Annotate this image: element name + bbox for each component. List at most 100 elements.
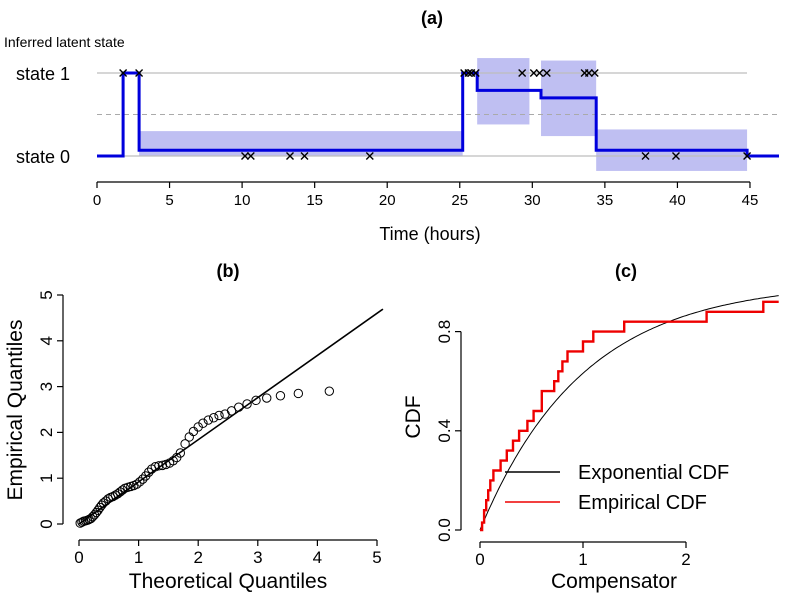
event-marker-state1-3-stroke2 [464, 69, 473, 77]
event-marker-state0-5-stroke2 [641, 152, 650, 160]
event-marker-state1-11-stroke2 [584, 69, 593, 77]
event-marker-state1-5 [471, 69, 480, 77]
event-marker-state0-7-stroke2 [743, 152, 752, 160]
event-marker-state0-0-stroke2 [241, 152, 250, 160]
qq-point-44 [198, 418, 208, 428]
state-path [97, 71, 779, 158]
qq-point-42 [188, 426, 199, 437]
qq-points [75, 386, 335, 528]
event-marker-state1-3 [464, 69, 473, 77]
qq-point-41 [184, 432, 194, 442]
y-tick-label-2: 2 [37, 428, 56, 437]
x-tick-label-0: 0 [475, 550, 484, 569]
x-tick-label-3: 3 [253, 548, 262, 567]
qq-point-56 [324, 386, 335, 396]
event-marker-state1-0-stroke2 [119, 69, 128, 77]
event-marker-state0-6-stroke2 [671, 152, 680, 160]
event-marker-state1-7-stroke2 [529, 69, 538, 77]
x-tick-label-10: 10 [234, 192, 251, 209]
x-tick-label-15: 15 [306, 192, 323, 209]
event-marker-state1-6 [518, 69, 527, 77]
event-marker-state1-9 [542, 69, 551, 77]
panel-b: (b) 0 1 2 3 4 5 0 1 2 3 4 5 Theoretical Quantiles E… [4, 261, 384, 593]
panel-c-title: (c) [615, 261, 637, 281]
qq-point-55 [293, 388, 304, 399]
event-markers [119, 69, 752, 160]
x-axis-label: Compensator [551, 570, 677, 593]
qq-point-48 [220, 409, 230, 419]
qq-point-37 [168, 456, 178, 466]
x-axis-label: Time (hours) [379, 224, 480, 244]
event-marker-state1-1-stroke2 [135, 69, 144, 77]
legend-label-exponential: Exponential CDF [578, 462, 729, 484]
panel-c: (c) 0 1 2 0.0 0.4 0.8 Exponential CDF Empiric… [402, 261, 779, 593]
panel-a-subtitle: Inferred latent state [4, 34, 125, 50]
event-marker-state0-4 [365, 152, 374, 160]
y-tick-label-3: 3 [37, 382, 56, 391]
event-marker-state1-11 [584, 69, 593, 77]
y-axis-label: Empirical Quantiles [4, 320, 27, 501]
x-tick-label-20: 20 [379, 192, 396, 209]
qq-point-52 [251, 395, 261, 406]
qq-point-50 [234, 402, 244, 412]
state-gridlines [97, 72, 779, 157]
event-marker-state0-3 [300, 152, 309, 160]
x-tick-label-0: 0 [74, 548, 83, 567]
x-tick-label-40: 40 [669, 192, 686, 209]
event-marker-state1-12 [590, 69, 599, 77]
event-marker-state1-8-stroke2 [535, 69, 544, 77]
event-marker-state0-7 [743, 152, 752, 160]
qq-point-45 [203, 415, 214, 425]
event-marker-state0-2 [285, 152, 294, 160]
x-tick-label-5: 5 [165, 192, 173, 209]
qq-point-14 [101, 496, 111, 506]
panel-b-title: (b) [217, 261, 240, 281]
qq-point-10 [93, 505, 103, 515]
event-marker-state0-2-stroke2 [285, 152, 294, 160]
exponential-cdf-line [479, 295, 779, 531]
cdf-axes: 0 1 2 0.0 0.4 0.8 [435, 320, 691, 569]
x-tick-label-1: 1 [134, 548, 143, 567]
y-tick-label-1: 0.4 [435, 419, 454, 443]
event-marker-state1-0 [119, 69, 128, 77]
event-marker-state1-9-stroke2 [542, 69, 551, 77]
event-marker-state0-6 [671, 152, 680, 160]
event-marker-state0-0 [241, 152, 250, 160]
legend: Exponential CDF Empirical CDF [505, 462, 729, 514]
x-tick-label-25: 25 [451, 192, 468, 209]
qq-point-33 [154, 461, 164, 471]
x-tick-label-4: 4 [313, 548, 322, 567]
x-axis: 0 5 10 15 20 25 30 35 40 45 [93, 181, 759, 209]
event-marker-state0-4-stroke2 [365, 152, 374, 160]
qq-point-9 [91, 507, 101, 518]
cdf-lines [479, 295, 779, 532]
qq-point-53 [262, 393, 272, 403]
event-marker-state0-1-stroke2 [246, 152, 255, 160]
x-tick-label-2: 2 [193, 548, 202, 567]
event-marker-state0-5 [641, 152, 650, 160]
qq-point-46 [208, 413, 219, 423]
qq-point-30 [144, 467, 154, 477]
qq-point-18 [110, 490, 121, 500]
x-tick-label-45: 45 [742, 192, 759, 209]
event-marker-state1-8 [535, 69, 544, 77]
qq-point-54 [275, 391, 286, 401]
qq-point-15 [103, 494, 113, 504]
qq-point-32 [150, 462, 160, 472]
ytick-label-state1: state 1 [16, 64, 70, 84]
qq-point-20 [115, 487, 125, 497]
qq-point-28 [138, 474, 148, 484]
y-tick-label-0: 0 [37, 519, 56, 528]
x-tick-label-30: 30 [524, 192, 541, 209]
y-tick-label-2: 0.8 [435, 320, 454, 344]
y-tick-label-5: 5 [37, 290, 56, 299]
legend-label-empirical: Empirical CDF [578, 492, 707, 514]
y-tick-label-1: 1 [37, 473, 56, 482]
event-marker-state1-1 [135, 69, 144, 77]
qq-point-49 [226, 406, 237, 416]
empirical-cdf-line [480, 300, 779, 532]
qq-point-26 [132, 479, 142, 489]
qq-point-39 [175, 448, 186, 458]
x-tick-label-1: 1 [578, 550, 587, 569]
